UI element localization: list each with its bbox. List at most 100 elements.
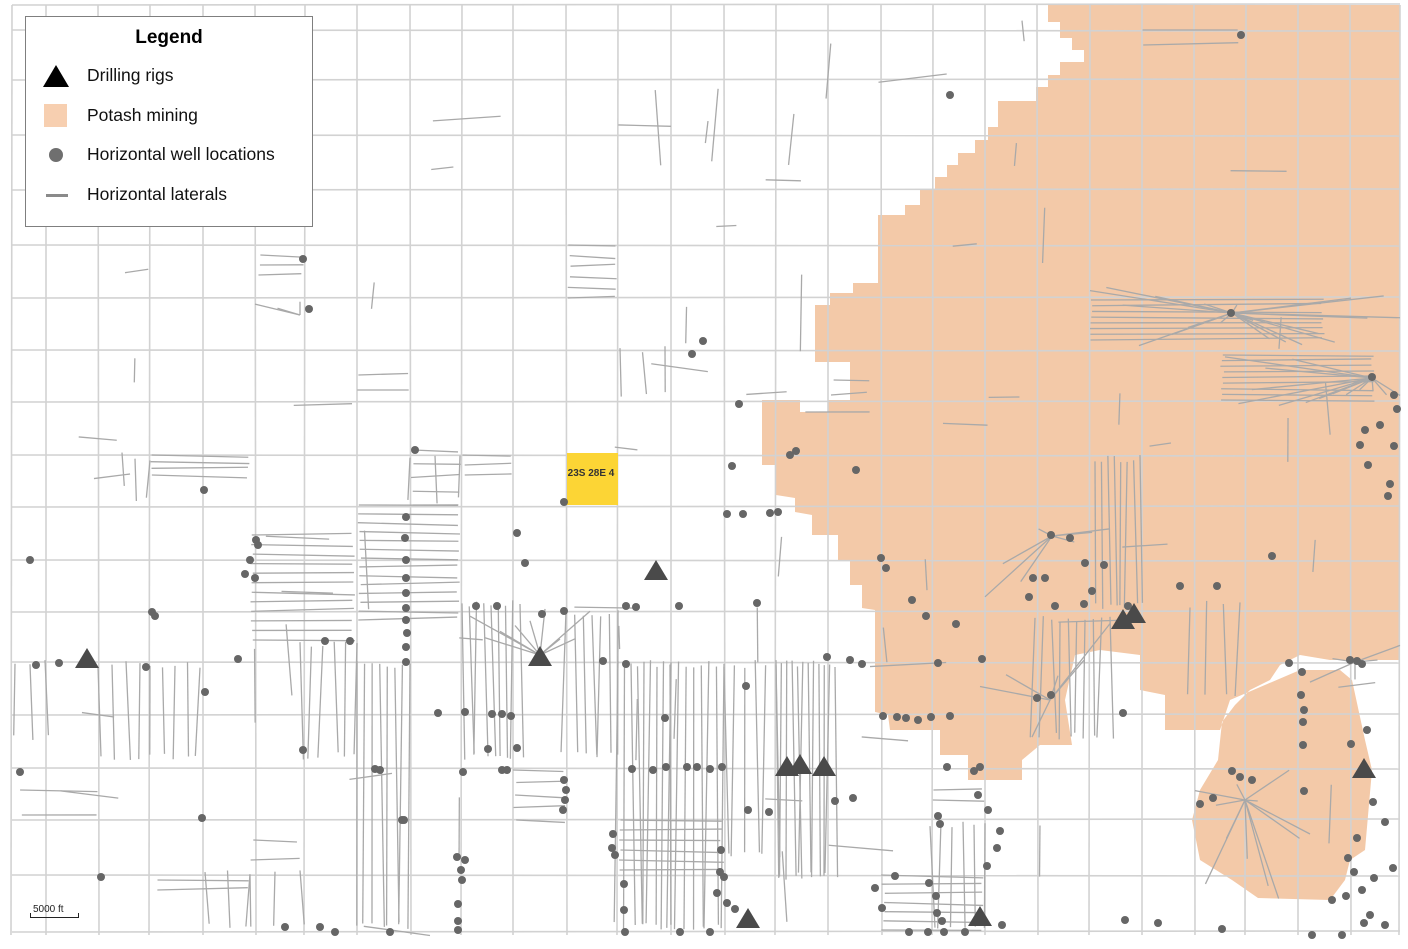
horizontal-lateral	[353, 643, 358, 755]
horizontal-lateral	[613, 661, 619, 923]
well-dot	[940, 928, 948, 936]
well-dot	[1080, 600, 1088, 608]
well-dot	[914, 716, 922, 724]
horizontal-lateral	[1244, 799, 1258, 802]
well-dot	[893, 713, 901, 721]
horizontal-lateral	[97, 666, 102, 757]
horizontal-lateral	[1220, 364, 1372, 367]
well-dot	[688, 350, 696, 358]
horizontal-lateral	[121, 452, 125, 486]
highlighted-section-23s-28e-4[interactable]	[567, 453, 618, 505]
horizontal-lateral	[516, 780, 564, 784]
well-dot	[753, 599, 761, 607]
horizontal-lateral	[608, 613, 612, 753]
well-dot	[1308, 931, 1316, 939]
horizontal-lateral	[1324, 381, 1331, 435]
legend-item-drilling-rigs: Drilling rigs	[26, 63, 312, 89]
horizontal-lateral	[1100, 461, 1104, 609]
horizontal-lateral	[483, 603, 489, 757]
well-dot	[461, 856, 469, 864]
horizontal-lateral	[1244, 799, 1300, 839]
grid-line	[1088, 4, 1091, 936]
horizontal-lateral	[754, 660, 761, 853]
horizontal-lateral	[591, 615, 598, 755]
horizontal-lateral	[516, 819, 565, 824]
horizontal-lateral	[398, 664, 404, 925]
horizontal-lateral	[1041, 207, 1046, 263]
well-dot	[521, 559, 529, 567]
well-dot	[946, 91, 954, 99]
horizontal-lateral	[317, 645, 324, 758]
horizontal-lateral	[1119, 462, 1122, 606]
horizontal-lateral	[1204, 600, 1208, 695]
well-dot	[1299, 718, 1307, 726]
well-dot	[1369, 798, 1377, 806]
horizontal-lateral	[952, 243, 977, 247]
horizontal-lateral	[1354, 644, 1401, 663]
grid-line	[11, 713, 1401, 716]
grid-line	[1036, 4, 1039, 936]
horizontal-lateral	[983, 823, 986, 928]
well-dot	[934, 812, 942, 820]
well-dot	[151, 612, 159, 620]
horizontal-lateral	[596, 616, 602, 758]
well-dot	[891, 872, 899, 880]
horizontal-lateral	[250, 562, 353, 565]
horizontal-lateral	[1345, 377, 1373, 396]
horizontal-lateral	[716, 224, 737, 228]
legend-item-potash-mining: Potash mining	[26, 103, 312, 129]
well-dot	[731, 905, 739, 913]
well-dot	[402, 604, 410, 612]
well-dot	[1218, 925, 1226, 933]
horizontal-lateral	[20, 789, 98, 793]
horizontal-lateral	[13, 663, 16, 736]
horizontal-lateral	[1020, 535, 1053, 582]
horizontal-lateral	[157, 879, 249, 882]
horizontal-lateral	[157, 887, 248, 891]
horizontal-lateral	[1092, 618, 1096, 736]
horizontal-lateral	[1021, 20, 1025, 42]
grid-line	[11, 610, 1401, 613]
horizontal-lateral	[457, 455, 461, 498]
well-dot	[1363, 726, 1371, 734]
grid-line	[11, 559, 1401, 562]
well-dot	[457, 866, 465, 874]
horizontal-lateral	[504, 605, 509, 758]
horizontal-lateral	[765, 798, 803, 802]
horizontal-lateral	[781, 851, 788, 922]
well-dot	[735, 400, 743, 408]
well-dot	[251, 574, 259, 582]
grid-line	[723, 4, 726, 936]
well-dot	[401, 534, 409, 542]
horizontal-lateral	[1234, 602, 1241, 697]
well-dot	[902, 714, 910, 722]
well-dot	[728, 462, 736, 470]
horizontal-lateral	[1123, 461, 1128, 608]
well-dot	[1297, 691, 1305, 699]
horizontal-lateral	[1244, 799, 1280, 899]
horizontal-lateral	[833, 379, 870, 382]
horizontal-lateral	[1230, 170, 1287, 172]
horizontal-lateral	[145, 460, 151, 498]
well-dot	[488, 710, 496, 718]
well-dot	[1236, 773, 1244, 781]
horizontal-lateral	[1231, 312, 1270, 340]
well-dot	[846, 656, 854, 664]
well-dot	[621, 928, 629, 936]
well-dot	[201, 688, 209, 696]
well-dot	[400, 816, 408, 824]
grid-line	[11, 874, 1401, 877]
well-dot	[1338, 931, 1346, 939]
well-dot	[713, 889, 721, 897]
horizontal-lateral	[619, 348, 622, 397]
well-dot	[1346, 656, 1354, 664]
well-dot	[970, 767, 978, 775]
well-dot	[142, 663, 150, 671]
horizontal-lateral	[394, 667, 400, 923]
horizontal-lateral	[539, 638, 576, 656]
horizontal-lateral	[1096, 617, 1103, 738]
grid-line	[774, 4, 777, 936]
horizontal-lateral	[513, 805, 566, 809]
well-dot	[1066, 534, 1074, 542]
